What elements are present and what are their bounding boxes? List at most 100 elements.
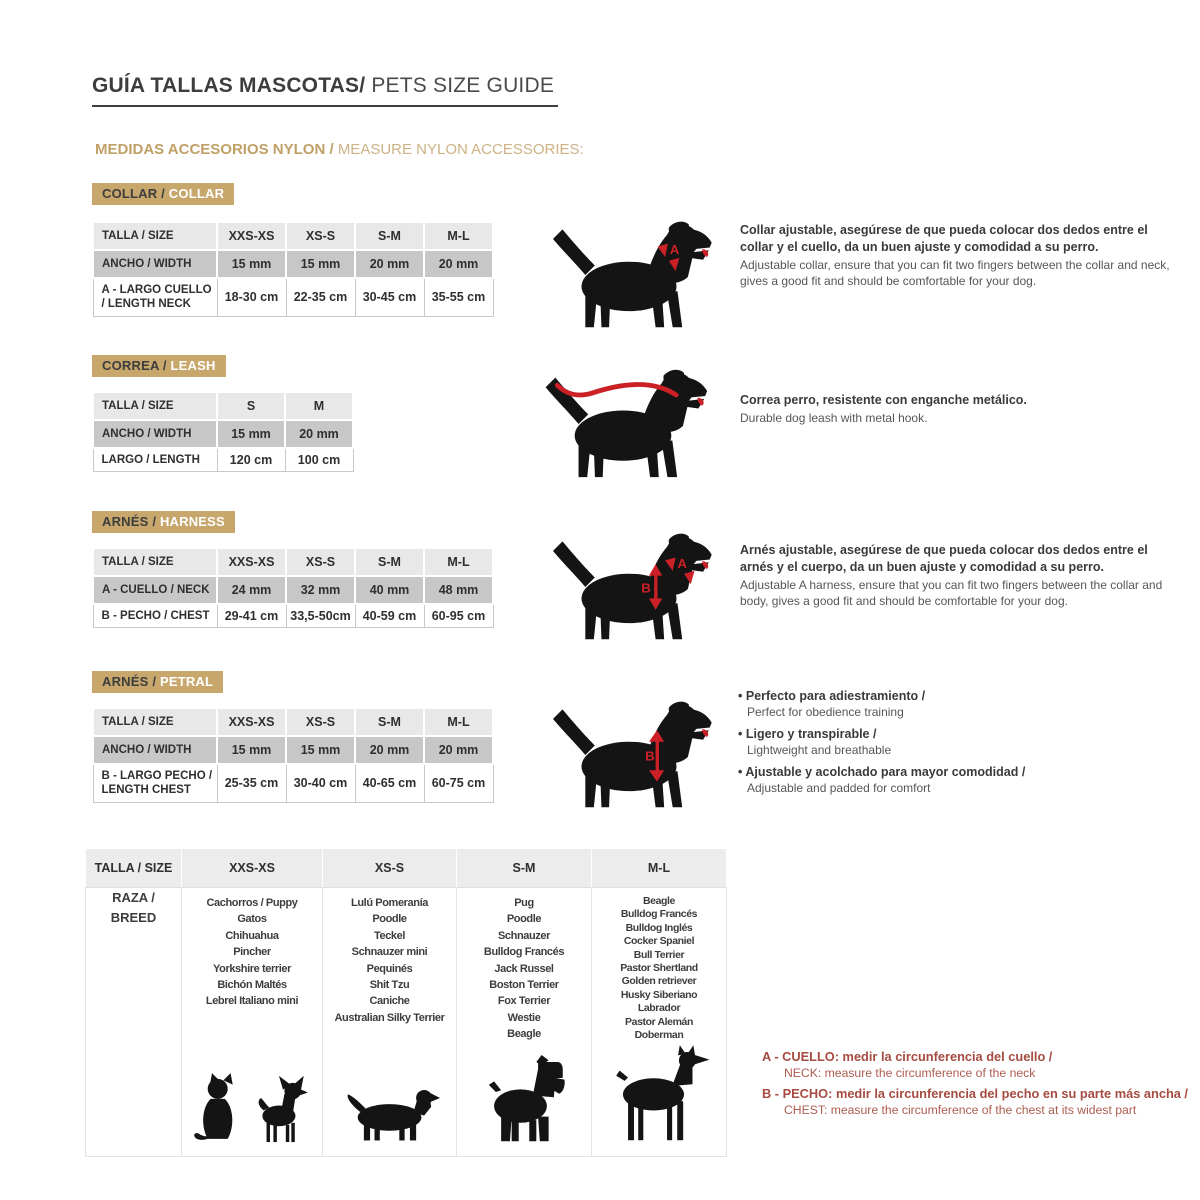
breed-item: Schnauzer: [497, 929, 551, 942]
breed-item: Beagle: [642, 895, 676, 907]
header-cell: XS-S: [285, 707, 356, 737]
breed-item: Fox Terrier: [497, 995, 551, 1008]
feature-item: Perfecto para adiestramiento / Perfect f…: [738, 688, 1178, 720]
table-row-neck-length: A - LARGO CUELLO / LENGTH NECK 18-30 cm …: [92, 277, 494, 317]
feature-item: Ajustable y acolchado para mayor comodid…: [738, 764, 1178, 796]
badge-leash-en: LEASH: [170, 358, 216, 373]
header-cell: M: [284, 391, 354, 421]
header-cell: S-M: [354, 547, 425, 577]
animal-silhouettes-xxs-xs: [192, 1068, 312, 1156]
breed-item: Beagle: [507, 1028, 541, 1041]
header-cell: S: [216, 391, 286, 421]
breed-item: Chihuahua: [225, 929, 279, 942]
value-cell: 25-35 cm: [216, 763, 287, 803]
feature-en: Lightweight and breathable: [747, 743, 892, 757]
breed-item: Westie: [507, 1011, 541, 1024]
value-cell: 120 cm: [216, 447, 286, 473]
value-cell: 29-41 cm: [216, 603, 287, 629]
badge-harness-es: ARNÉS /: [102, 514, 157, 529]
svg-text:A: A: [670, 242, 680, 257]
header-cell: S-M: [354, 707, 425, 737]
header-cell: M-L: [423, 221, 494, 251]
value-cell: 20 mm: [423, 249, 494, 279]
breed-item: Pug: [514, 897, 534, 909]
animal-silhouettes-xs-s: [338, 1082, 442, 1156]
value-cell: 33,5-50cm: [285, 603, 356, 629]
table-header-row: TALLA / SIZE XXS-XS XS-S S-M M-L: [92, 547, 494, 577]
collar-desc-en: Adjustable collar, ensure that you can f…: [740, 258, 1170, 288]
page-title-es: GUÍA TALLAS MASCOTAS/: [92, 74, 366, 97]
table-row-width: ANCHO / WIDTH 15 mm 15 mm 20 mm 20 mm: [92, 735, 494, 765]
breed-cell-xs-s: Lulú Pomeranía Poodle Teckel Schnauzer mini…: [322, 887, 457, 1157]
petral-feature-list: Perfecto para adiestramiento / Perfect f…: [738, 688, 1178, 802]
badge-collar-es: COLLAR /: [102, 186, 165, 201]
breed-cell-m-l: Beagle Bulldog Francés Bulldog Inglés Cocke…: [591, 887, 727, 1157]
feature-es: Ligero y transpirable /: [738, 726, 1178, 742]
breed-item: Labrador: [637, 1002, 681, 1015]
header-cell: M-L: [591, 848, 727, 888]
note-neck-en: NECK: measure the circumference of the n…: [784, 1066, 1036, 1080]
breed-list-xs-s: Lulú Pomeranía Poodle Teckel Schnauzer mini…: [334, 895, 444, 1026]
value-cell: 22-35 cm: [285, 277, 356, 317]
value-cell: 60-95 cm: [423, 603, 494, 629]
section-badge-harness: ARNÉS / HARNESS: [92, 511, 235, 533]
value-cell: 35-55 cm: [423, 277, 494, 317]
header-cell: TALLA / SIZE: [92, 547, 218, 577]
schnauzer-icon: [488, 1055, 565, 1142]
badge-leash-es: CORREA /: [102, 358, 167, 373]
label-cell: ANCHO / WIDTH: [92, 249, 218, 279]
table-row-length: LARGO / LENGTH 120 cm 100 cm: [92, 447, 354, 473]
breed-item: Lulú Pomeranía: [351, 897, 428, 909]
badge-petral-en: PETRAL: [159, 674, 214, 689]
collar-desc-es: Collar ajustable, asegúrese de que pueda…: [740, 223, 1148, 254]
collar-size-table: TALLA / SIZE XXS-XS XS-S S-M M-L ANCHO /…: [92, 221, 494, 317]
label-cell: ANCHO / WIDTH: [92, 735, 218, 765]
breed-row-label: RAZA / BREED: [85, 887, 182, 1157]
leash-description: Correa perro, resistente con enganche me…: [740, 392, 1170, 426]
feature-en: Perfect for obedience training: [747, 705, 904, 719]
value-cell: 40 mm: [354, 575, 425, 605]
breed-item: Golden retriever: [621, 975, 697, 988]
breed-item: Poodle: [372, 913, 407, 926]
value-cell: 24 mm: [216, 575, 287, 605]
header-cell: XXS-XS: [216, 547, 287, 577]
badge-collar-en: COLLAR: [168, 186, 225, 201]
header-cell: XS-S: [285, 547, 356, 577]
harness-description: Arnés ajustable, asegúrese de que pueda …: [740, 542, 1170, 609]
label-cell: B - PECHO / CHEST: [92, 603, 218, 629]
chihuahua-icon: [258, 1075, 308, 1143]
breed-item: Schnauzer mini: [351, 946, 428, 959]
breed-item: Cocker Spaniel: [623, 935, 695, 948]
dog-collar-measure-icon: A: [553, 221, 712, 328]
value-cell: 15 mm: [285, 249, 356, 279]
header-cell: XXS-XS: [216, 221, 287, 251]
table-row-neck: A - CUELLO / NECK 24 mm 32 mm 40 mm 48 m…: [92, 575, 494, 605]
page-subtitle: MEDIDAS ACCESORIOS NYLON / MEASURE NYLON…: [95, 141, 584, 158]
animal-silhouettes-s-m: [480, 1054, 568, 1156]
header-cell: TALLA / SIZE: [92, 707, 218, 737]
breed-item: Jack Russel: [494, 962, 554, 975]
page-title-en: PETS SIZE GUIDE: [371, 74, 555, 97]
breed-item: Gatos: [237, 913, 267, 926]
breed-item: Boston Terrier: [489, 979, 559, 992]
value-cell: 20 mm: [354, 249, 425, 279]
header-cell: XXS-XS: [181, 848, 323, 888]
note-chest-en: CHEST: measure the circumference of the …: [784, 1103, 1137, 1117]
table-row-width: ANCHO / WIDTH 15 mm 20 mm: [92, 419, 354, 449]
breed-item: Pastor Alemán: [625, 1015, 693, 1028]
breed-table-body-row: RAZA / BREED Cachorros / Puppy Gatos Chihu…: [85, 887, 727, 1157]
breed-list-m-l: Beagle Bulldog Francés Bulldog Inglés Cocke…: [620, 895, 698, 1042]
value-cell: 100 cm: [284, 447, 354, 473]
breed-size-table: TALLA / SIZE XXS-XS XS-S S-M M-L RAZA / …: [85, 848, 727, 1157]
table-row-chest-length: B - LARGO PECHO / LENGTH CHEST 25-35 cm …: [92, 763, 494, 803]
svg-text:B: B: [645, 749, 655, 764]
svg-text:A: A: [677, 556, 687, 571]
leash-desc-en: Durable dog leash with metal hook.: [740, 411, 928, 425]
dachshund-icon: [347, 1089, 440, 1141]
breed-item: Poodle: [506, 913, 542, 926]
label-cell: A - LARGO CUELLO / LENGTH NECK: [92, 277, 218, 317]
value-cell: 60-75 cm: [423, 763, 494, 803]
header-cell: XS-S: [285, 221, 356, 251]
header-cell: S-M: [354, 221, 425, 251]
